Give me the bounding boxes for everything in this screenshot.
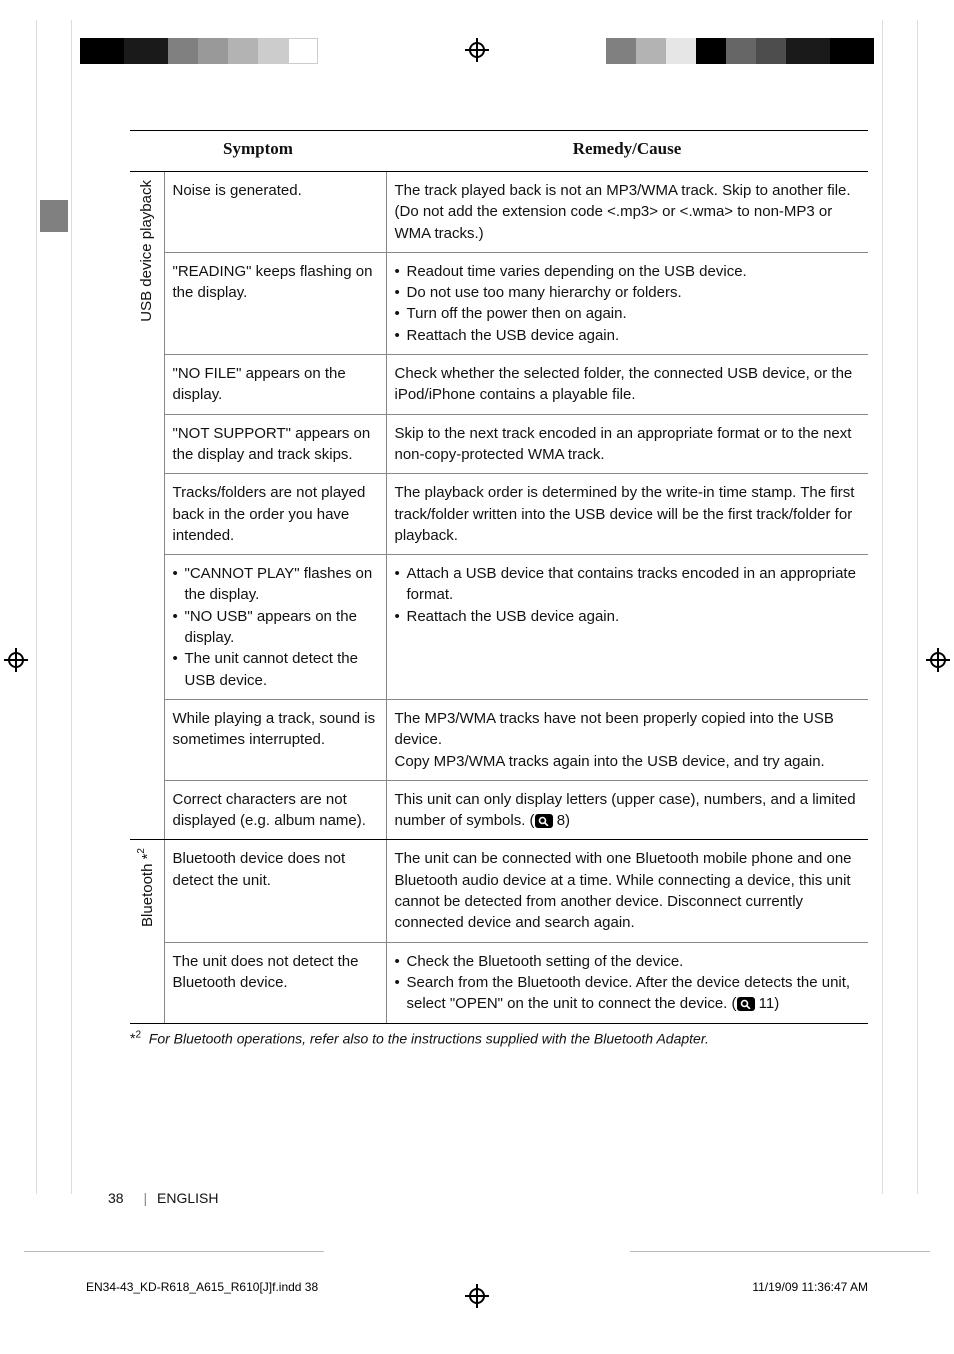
list-item: Search from the Bluetooth device. After … bbox=[395, 972, 861, 1015]
footnote: *2 For Bluetooth operations, refer also … bbox=[130, 1030, 868, 1047]
list-item: The unit cannot detect the USB device. bbox=[173, 648, 378, 691]
list-item: Turn off the power then on again. bbox=[395, 303, 861, 324]
footnote-mark: *2 bbox=[130, 1030, 141, 1046]
remedy-cell: Readout time varies depending on the USB… bbox=[386, 252, 868, 354]
header-remedy: Remedy/Cause bbox=[386, 131, 868, 172]
registration-mark-right bbox=[926, 648, 950, 672]
remedy-cell: Skip to the next track encoded in an app… bbox=[386, 414, 868, 474]
symptom-list: "CANNOT PLAY" flashes on the display."NO… bbox=[173, 563, 378, 691]
footer-rule-right bbox=[630, 1251, 930, 1252]
remedy-cell: Check whether the selected folder, the c… bbox=[386, 355, 868, 415]
header-symptom: Symptom bbox=[130, 131, 386, 172]
category-label: Bluetooth *2 bbox=[135, 840, 158, 935]
scan-rail-right bbox=[882, 20, 918, 1194]
table-row: Bluetooth *2 Bluetooth device does not de… bbox=[130, 840, 868, 942]
symptom-cell: "READING" keeps flashing on the display. bbox=[164, 252, 386, 354]
remedy-list: Readout time varies depending on the USB… bbox=[395, 261, 861, 346]
symptom-cell: Noise is generated. bbox=[164, 172, 386, 253]
remedy-cell: The MP3/WMA tracks have not been properl… bbox=[386, 699, 868, 780]
remedy-cell: Check the Bluetooth setting of the devic… bbox=[386, 942, 868, 1023]
remedy-cell: Attach a USB device that contains tracks… bbox=[386, 555, 868, 700]
list-item: Reattach the USB device again. bbox=[395, 606, 861, 627]
imprint-line: EN34-43_KD-R618_A615_R610[J]f.indd 38 11… bbox=[86, 1280, 868, 1294]
list-item: "CANNOT PLAY" flashes on the display. bbox=[173, 563, 378, 606]
table-header-row: Symptom Remedy/Cause bbox=[130, 131, 868, 172]
symptom-cell: Bluetooth device does not detect the uni… bbox=[164, 840, 386, 942]
page-number: 38 bbox=[108, 1190, 124, 1206]
table-row: While playing a track, sound is sometime… bbox=[130, 699, 868, 780]
list-item: Readout time varies depending on the USB… bbox=[395, 261, 861, 282]
table-row: Tracks/folders are not played back in th… bbox=[130, 474, 868, 555]
footer-rule-left bbox=[24, 1251, 324, 1252]
table-row: "NO FILE" appears on the display.Check w… bbox=[130, 355, 868, 415]
table-row: "CANNOT PLAY" flashes on the display."NO… bbox=[130, 555, 868, 700]
page-body: Symptom Remedy/Cause USB device playback… bbox=[130, 130, 868, 1046]
table-row: Correct characters are not displayed (e.… bbox=[130, 780, 868, 840]
scan-rail-left bbox=[36, 20, 72, 1194]
remedy-cell: The playback order is determined by the … bbox=[386, 474, 868, 555]
remedy-cell: The track played back is not an MP3/WMA … bbox=[386, 172, 868, 253]
footer-divider: | bbox=[143, 1190, 147, 1206]
list-item: Attach a USB device that contains tracks… bbox=[395, 563, 861, 606]
symptom-cell: While playing a track, sound is sometime… bbox=[164, 699, 386, 780]
table-row: "NOT SUPPORT" appears on the display and… bbox=[130, 414, 868, 474]
footer-language: ENGLISH bbox=[157, 1190, 218, 1206]
imprint-file: EN34-43_KD-R618_A615_R610[J]f.indd 38 bbox=[86, 1280, 318, 1294]
table-row: USB device playbackNoise is generated.Th… bbox=[130, 172, 868, 253]
list-item: "NO USB" appears on the display. bbox=[173, 606, 378, 649]
category-label: USB device playback bbox=[136, 172, 157, 330]
remedy-cell: The unit can be connected with one Bluet… bbox=[386, 840, 868, 942]
symptom-cell: "CANNOT PLAY" flashes on the display."NO… bbox=[164, 555, 386, 700]
category-cell: Bluetooth *2 bbox=[130, 840, 164, 1023]
page-footer: 38 | ENGLISH bbox=[108, 1190, 218, 1206]
imprint-stamp: 11/19/09 11:36:47 AM bbox=[752, 1280, 868, 1294]
symptom-cell: "NO FILE" appears on the display. bbox=[164, 355, 386, 415]
table-row: The unit does not detect the Bluetooth d… bbox=[130, 942, 868, 1023]
color-bar-right bbox=[564, 38, 874, 64]
page-ref-icon bbox=[535, 814, 553, 828]
margin-tab bbox=[40, 200, 68, 232]
registration-mark-top bbox=[465, 38, 489, 62]
table-row: "READING" keeps flashing on the display.… bbox=[130, 252, 868, 354]
page-ref-icon bbox=[737, 997, 755, 1011]
remedy-cell: This unit can only display letters (uppe… bbox=[386, 780, 868, 840]
remedy-list: Attach a USB device that contains tracks… bbox=[395, 563, 861, 627]
remedy-list: Check the Bluetooth setting of the devic… bbox=[395, 951, 861, 1015]
list-item: Do not use too many hierarchy or folders… bbox=[395, 282, 861, 303]
footnote-text: For Bluetooth operations, refer also to … bbox=[149, 1030, 709, 1046]
registration-mark-left bbox=[4, 648, 28, 672]
symptom-cell: Tracks/folders are not played back in th… bbox=[164, 474, 386, 555]
category-cell: USB device playback bbox=[130, 172, 164, 840]
symptom-cell: "NOT SUPPORT" appears on the display and… bbox=[164, 414, 386, 474]
list-item: Check the Bluetooth setting of the devic… bbox=[395, 951, 861, 972]
list-item: Reattach the USB device again. bbox=[395, 325, 861, 346]
color-bar-left bbox=[80, 38, 390, 64]
troubleshooting-table: Symptom Remedy/Cause USB device playback… bbox=[130, 130, 868, 1024]
symptom-cell: Correct characters are not displayed (e.… bbox=[164, 780, 386, 840]
symptom-cell: The unit does not detect the Bluetooth d… bbox=[164, 942, 386, 1023]
